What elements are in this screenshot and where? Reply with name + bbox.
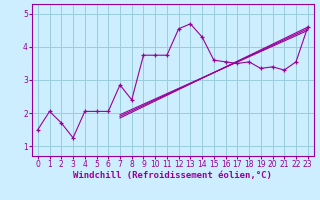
X-axis label: Windchill (Refroidissement éolien,°C): Windchill (Refroidissement éolien,°C) <box>73 171 272 180</box>
